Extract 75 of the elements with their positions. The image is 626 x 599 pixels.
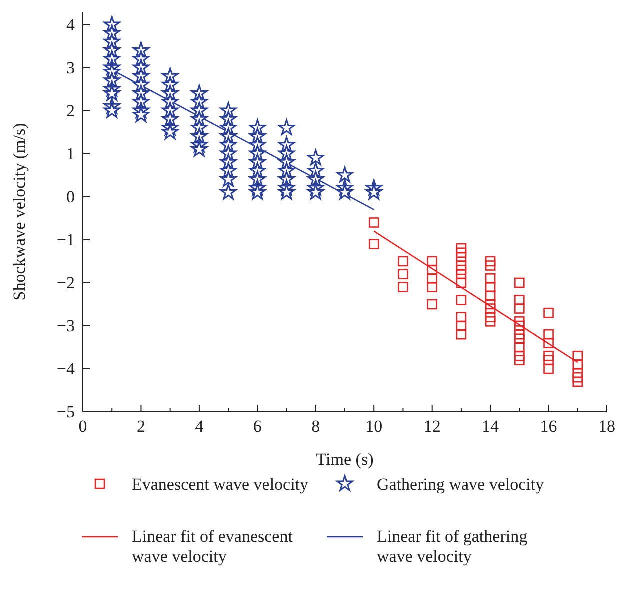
point (456, 312, 467, 323)
x-axis-title: Time (s) (316, 450, 374, 469)
x-tick-label: 6 (253, 417, 262, 436)
y-axis-title: Shockwave velocity (m/s) (10, 123, 29, 301)
x-tick-label: 10 (366, 417, 383, 436)
point (514, 350, 525, 362)
point (572, 376, 584, 388)
point (485, 304, 496, 314)
point (485, 316, 496, 327)
point (514, 316, 525, 327)
point (544, 329, 554, 340)
point (572, 372, 584, 383)
point (544, 338, 554, 348)
point (456, 329, 467, 340)
point (368, 239, 380, 250)
point (514, 295, 525, 306)
x-tick-label: 16 (540, 417, 558, 436)
point (456, 278, 467, 288)
point (485, 312, 496, 323)
point (427, 299, 438, 310)
point (398, 256, 408, 267)
point (485, 274, 496, 284)
point (427, 274, 438, 284)
point (456, 295, 467, 306)
point (398, 269, 408, 280)
point (514, 304, 525, 314)
point (514, 278, 525, 288)
y-tick-label: 3 (66, 58, 75, 78)
legend-label: Linear fit of evanescent wave velocity (132, 527, 294, 566)
point (427, 282, 438, 292)
y-tick-label: −3 (56, 316, 75, 336)
point (572, 368, 584, 378)
point (544, 355, 554, 366)
point (456, 320, 467, 332)
point (514, 355, 525, 366)
y-tick-label: 2 (66, 101, 75, 120)
point (544, 350, 554, 362)
point (544, 364, 554, 374)
point (485, 299, 496, 310)
legend-label: Gathering wave velocity (377, 475, 545, 494)
x-tick-label: 8 (312, 417, 320, 436)
point (485, 282, 496, 292)
y-tick-label: −1 (56, 230, 75, 250)
point (485, 260, 496, 271)
point (514, 342, 525, 353)
point (514, 329, 525, 340)
x-tick-label: 2 (136, 417, 146, 436)
x-tick-label: 12 (424, 417, 441, 436)
point (514, 334, 525, 344)
point (456, 264, 467, 276)
y-tick-label: −4 (56, 359, 76, 378)
point (514, 320, 525, 332)
point (456, 248, 467, 258)
x-tick-label: 18 (598, 417, 616, 436)
point (485, 290, 496, 302)
x-tick-label: 4 (195, 417, 204, 436)
y-tick-label: 0 (66, 187, 75, 206)
point (485, 256, 496, 267)
point (398, 282, 408, 292)
point (456, 269, 467, 280)
legend-label: Linear fit of gathering wave velocity (377, 527, 528, 566)
y-tick-label: −2 (56, 273, 75, 292)
legend-label: Evanescent wave velocity (132, 475, 310, 494)
point (456, 252, 467, 262)
point (427, 264, 438, 276)
x-tick-label: 14 (482, 417, 500, 436)
y-tick-label: 1 (66, 144, 75, 164)
y-tick-label: 4 (66, 15, 76, 34)
point (572, 350, 584, 362)
point (427, 256, 438, 267)
y-tick-label: −5 (56, 402, 75, 422)
point (544, 308, 554, 318)
x-tick-label: 0 (78, 417, 88, 436)
point (368, 218, 380, 228)
point (572, 360, 584, 370)
